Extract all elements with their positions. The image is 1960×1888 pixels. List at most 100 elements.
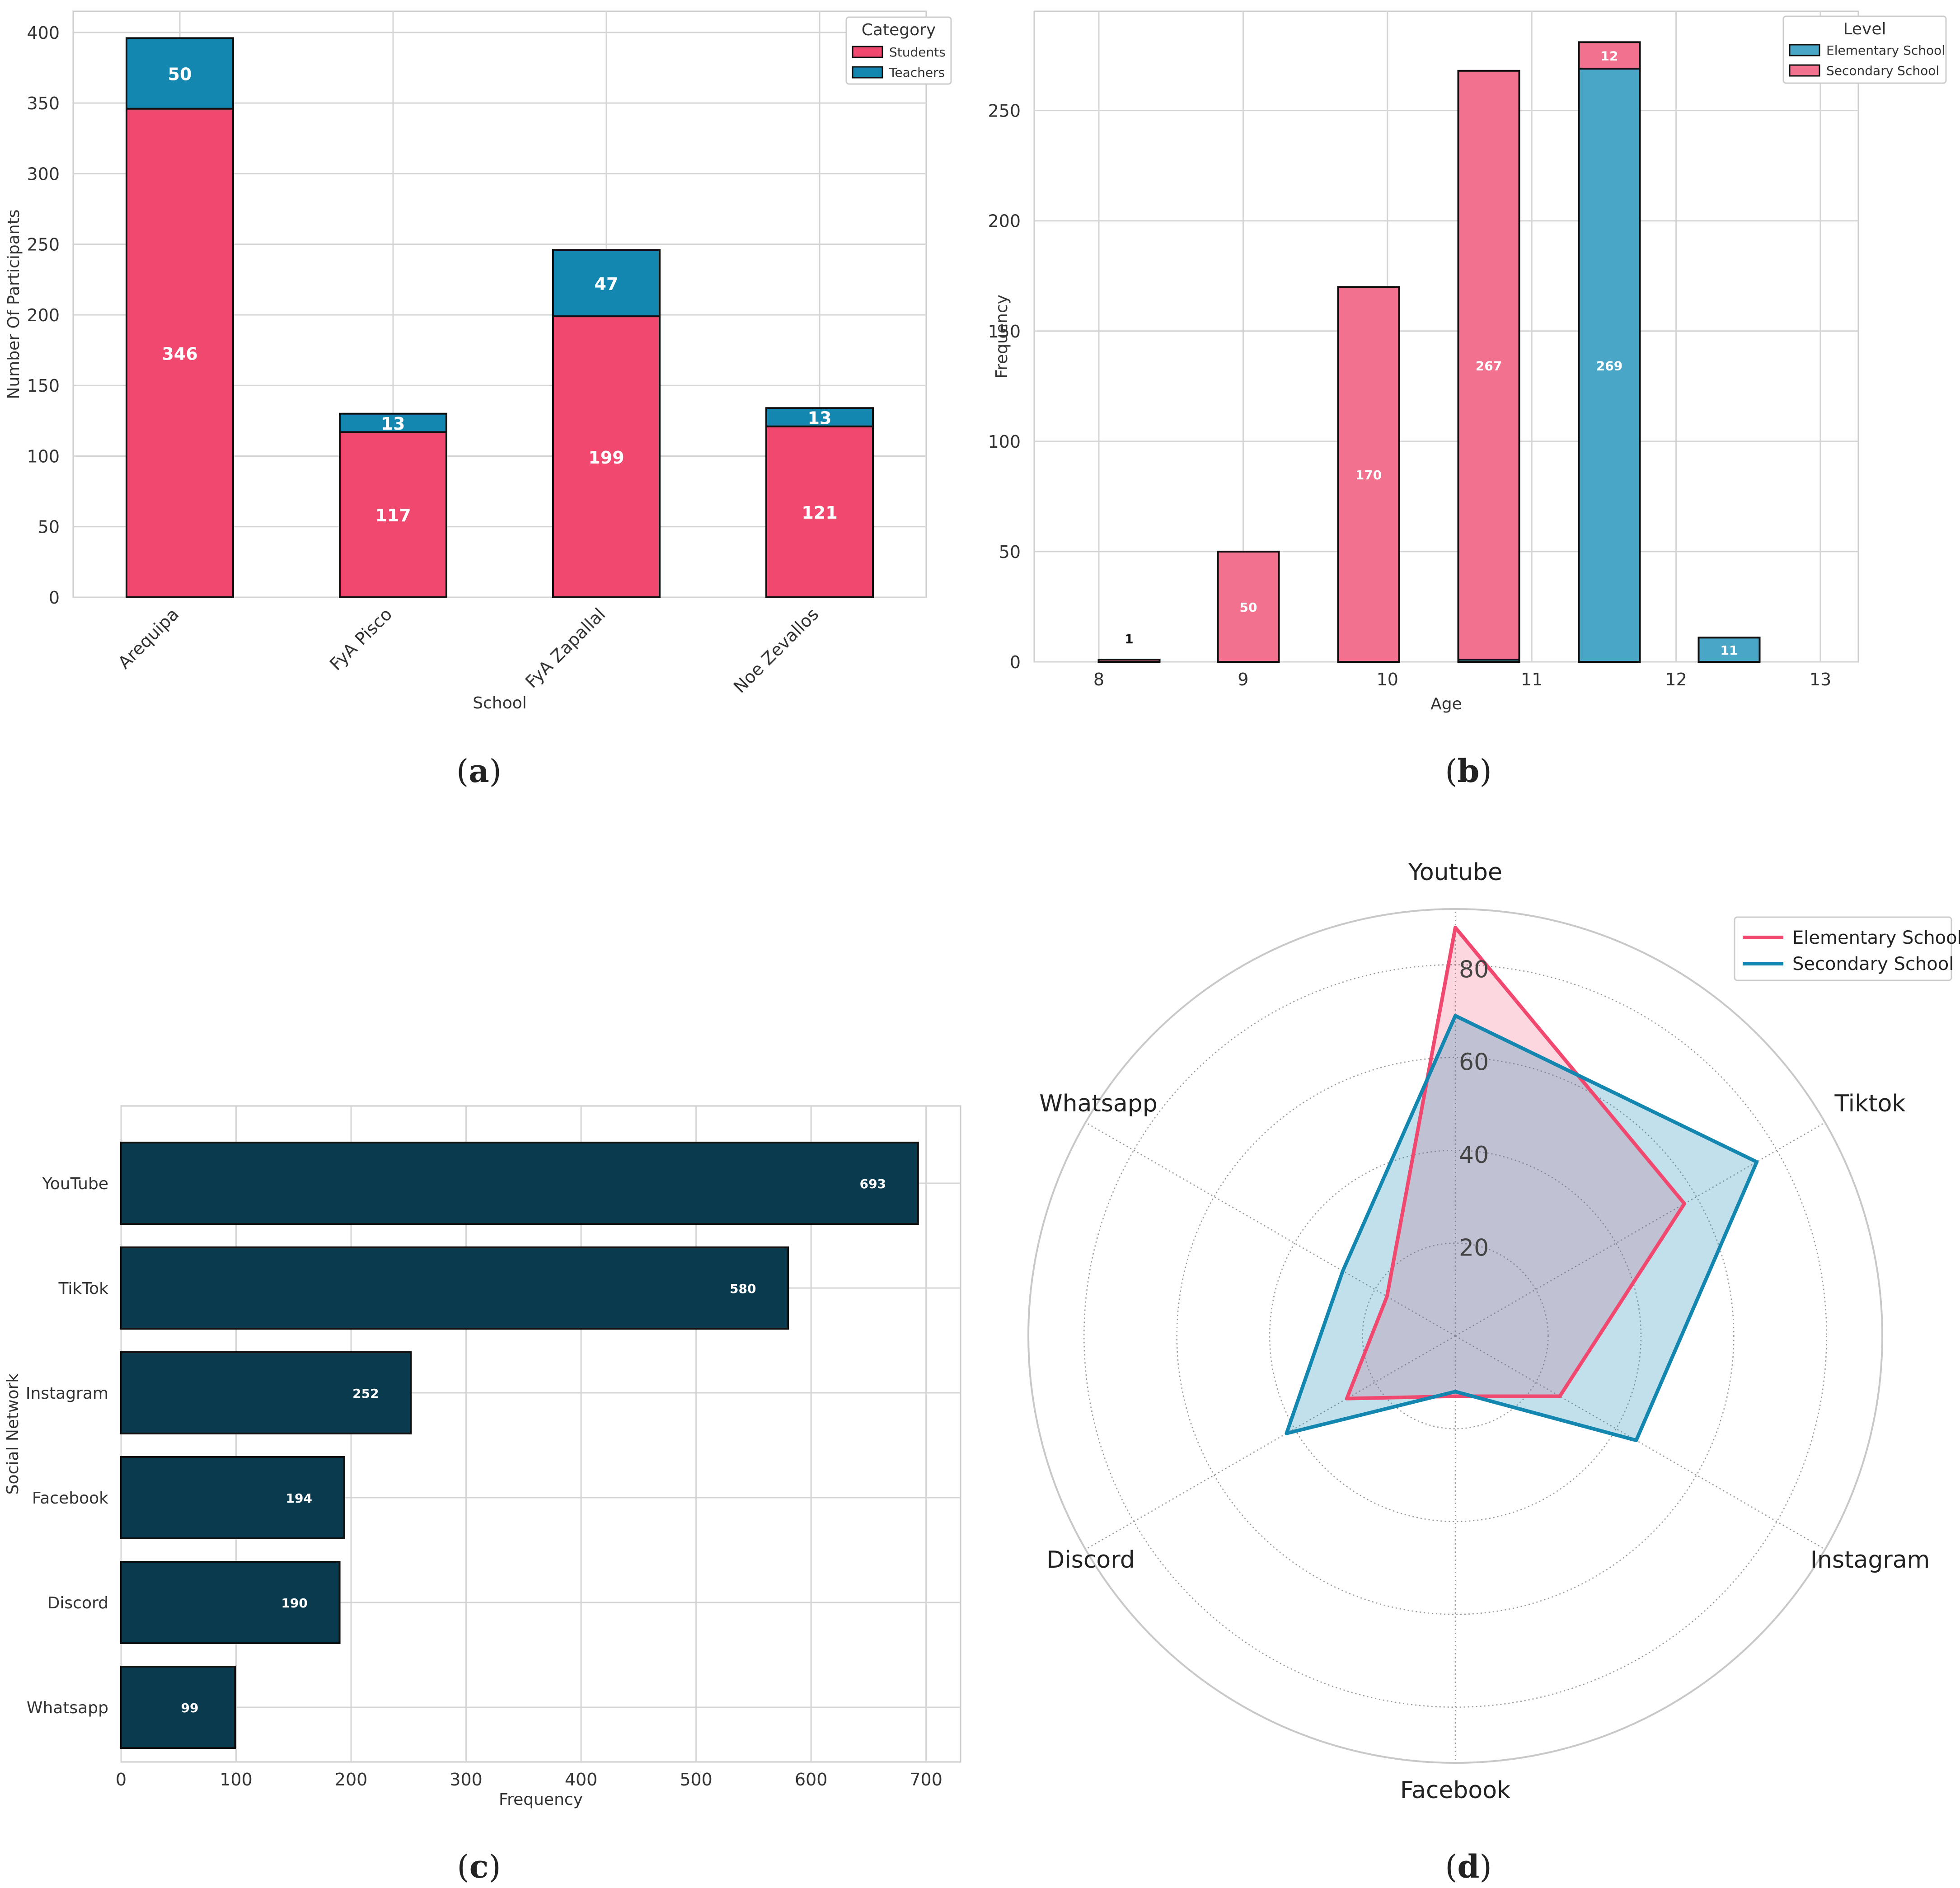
y-tick-label: 250 (988, 101, 1021, 121)
y-tick-label: 200 (988, 211, 1021, 231)
panel-a: 0 50 100 150 200 250 300 350 400 346 50 Arequipa 117… (0, 0, 980, 736)
y-tick-label: 150 (27, 376, 60, 396)
bar-value-label: 99 (181, 1701, 198, 1715)
x-tick-label: 200 (335, 1770, 368, 1790)
y-tick-label: 350 (27, 94, 60, 113)
hist-bar-secondary (1217, 550, 1280, 663)
x-tick-label: 100 (220, 1770, 253, 1790)
y-tick-label: 0 (49, 588, 60, 608)
bar-value-label: 50 (1240, 600, 1257, 615)
y-tick-label: 50 (38, 517, 60, 537)
y-tick-label: Facebook (32, 1489, 108, 1508)
bar-teachers (339, 412, 447, 433)
x-tick-label: 0 (116, 1770, 127, 1790)
radar-r-tick-label: 40 (1459, 1142, 1489, 1169)
y-tick-label: YouTube (42, 1175, 108, 1193)
chart-b: 0501001502002508910111213150170126726912… (988, 10, 1947, 713)
bar-value-label: 13 (381, 414, 405, 434)
x-tick-label: Arequipa (114, 604, 183, 673)
bar-value-label: 269 (1596, 358, 1622, 373)
y-tick-label: 0 (1010, 652, 1021, 672)
hist-bar-elementary (1697, 637, 1761, 663)
bar (120, 1246, 789, 1330)
x-tick-label: 700 (910, 1770, 942, 1790)
y-tick-label: Whatsapp (27, 1699, 108, 1717)
radar-line-elementary (1345, 926, 1687, 1401)
y-tick-label: 400 (27, 23, 60, 43)
bar-value-label: 190 (281, 1596, 307, 1611)
caption-a: (a) (456, 752, 502, 790)
radar-r-tick-label: 60 (1459, 1049, 1489, 1076)
x-tick-label: 9 (1238, 670, 1248, 689)
hist-bar-secondary (1337, 286, 1400, 663)
x-tick-label: Noe Zevallos (730, 604, 822, 697)
caption-b: (b) (1445, 752, 1492, 790)
legend-swatch (852, 66, 883, 79)
y-tick-label: 200 (27, 305, 60, 325)
plot-frame (1033, 10, 1859, 663)
bar-value-label: 267 (1476, 358, 1502, 373)
bar (120, 1351, 412, 1434)
y-tick-label: 300 (27, 164, 60, 184)
radar-axis-label: Youtube (1408, 859, 1502, 886)
x-tick-label: 300 (450, 1770, 483, 1790)
x-tick-label: 11 (1521, 670, 1543, 689)
radar-line-secondary (1285, 1014, 1759, 1443)
radar-grid-circle (1362, 1242, 1549, 1429)
y-tick-label: TikTok (58, 1279, 109, 1298)
legend-label: Secondary School (1826, 63, 1939, 78)
radar-r-tick-label: 80 (1459, 956, 1489, 983)
radar-area-elementary (1346, 928, 1685, 1399)
bar-value-label: 11 (1721, 643, 1738, 658)
panel-c: 0 100 200 300 400 500 600 700 693 YouTube 580 TikTo… (0, 858, 980, 1834)
legend-label: Elementary School (1792, 928, 1960, 948)
x-tick-label: FyA Zapallal (521, 604, 609, 692)
radar-grid-circle (1176, 1057, 1735, 1615)
bar-value-label: 580 (730, 1281, 756, 1296)
x-tick-label: 8 (1093, 670, 1104, 689)
bar-value-label: 346 (162, 344, 197, 364)
hist-bar-secondary (1578, 41, 1641, 70)
bar (120, 1142, 919, 1225)
x-tick-label: 600 (795, 1770, 828, 1790)
chart-c: 0 100 200 300 400 500 600 700 693 YouTube 580 TikTo… (4, 1105, 961, 1809)
legend-title: Category (862, 21, 936, 39)
y-tick-label: 100 (988, 432, 1021, 452)
x-tick-label: 13 (1810, 670, 1831, 689)
radar-axis-label: Facebook (1400, 1777, 1510, 1804)
legend-swatch (1789, 44, 1820, 56)
y-tick-label: 50 (999, 542, 1021, 562)
bar-value-label: 693 (860, 1176, 886, 1191)
y-tick-label: Instagram (26, 1384, 108, 1403)
radar-grid-circle (1269, 1149, 1642, 1523)
radar-axis-label: Discord (1046, 1546, 1135, 1574)
bar-value-label: 252 (352, 1386, 379, 1401)
x-tick-label: FyA Pisco (326, 604, 396, 674)
bar-value-label: 117 (375, 506, 411, 525)
bar (120, 1561, 341, 1644)
bar (120, 1666, 236, 1749)
bar-value-label: 12 (1601, 49, 1618, 64)
chart-d: 20 40 60 80 Youtube Tiktok Instagram Facebook Di… (1027, 859, 1960, 1804)
hist-bar-secondary (1097, 659, 1161, 663)
x-axis-label: School (473, 694, 527, 712)
x-tick-label: 12 (1665, 670, 1687, 689)
x-tick-label: 500 (680, 1770, 713, 1790)
bar-value-label: 199 (588, 448, 624, 468)
panel-d: 20 40 60 80 Youtube Tiktok Instagram Facebook Di… (980, 840, 1960, 1834)
y-tick-label: Discord (47, 1594, 108, 1612)
legend-swatch (1789, 64, 1820, 77)
bar-value-label: 194 (286, 1491, 312, 1506)
x-tick-label: 10 (1377, 670, 1398, 689)
y-tick-label: 150 (988, 322, 1021, 342)
bar-students (126, 108, 234, 599)
bar (120, 1456, 345, 1539)
legend-label: Secondary School (1792, 954, 1954, 974)
legend-label: Students (889, 45, 946, 60)
radar-axis-label: Tiktok (1834, 1090, 1905, 1117)
bar-value-label: 170 (1355, 468, 1382, 483)
bar-students (339, 431, 447, 599)
x-axis-label: Frequency (499, 1790, 583, 1809)
caption-d: (d) (1445, 1848, 1492, 1885)
chart-a: 0 50 100 150 200 250 300 350 400 346 50 Arequipa 117… (5, 10, 952, 712)
